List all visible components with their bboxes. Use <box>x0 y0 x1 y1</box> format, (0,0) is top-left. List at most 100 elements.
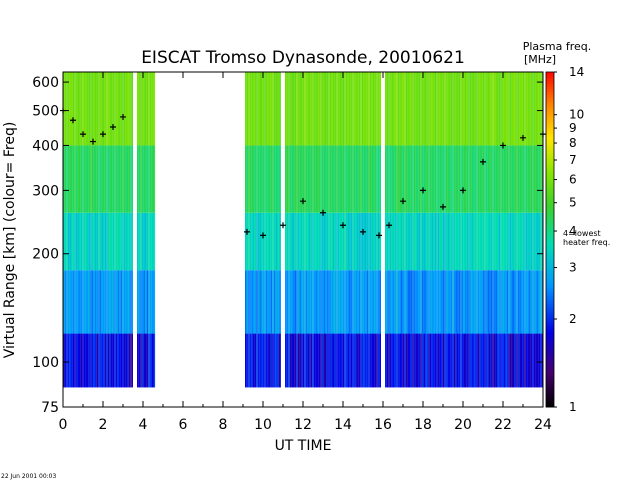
x-tick-label: 16 <box>374 417 392 433</box>
colorbar-segment <box>546 340 554 344</box>
colorbar-segment <box>546 217 554 221</box>
colorbar-segment <box>546 381 554 386</box>
trace-point <box>260 232 266 239</box>
colorbar-segment <box>546 286 554 291</box>
colorbar-segment <box>546 326 554 330</box>
colorbar-segment <box>546 334 554 338</box>
colorbar-segment <box>546 180 554 185</box>
colorbar-segment <box>546 348 554 352</box>
axes: 0 2 4 6 8 10 12 14 16 18 20 22 247510020030040050060… <box>32 71 552 433</box>
colorbar-segment <box>546 85 554 90</box>
colorbar-segment <box>546 245 554 249</box>
colorbar-segment <box>546 362 554 366</box>
colorbar-segment <box>546 116 554 120</box>
colorbar-segment <box>546 228 554 232</box>
colorbar-segment <box>546 320 554 324</box>
colorbar-segment <box>546 342 554 347</box>
colorbar-segment <box>546 219 554 224</box>
colorbar-segment <box>546 270 554 274</box>
colorbar-tick-label: 4 <box>569 224 577 238</box>
trace-point <box>340 222 346 229</box>
colorbar-segment <box>546 80 554 84</box>
y-tick-label: 400 <box>32 138 59 154</box>
colorbar-segment <box>546 267 554 271</box>
x-tick-label: 20 <box>454 417 472 433</box>
colorbar-segment <box>546 155 554 160</box>
colorbar-segment <box>546 83 554 87</box>
colorbar-segment <box>546 239 554 243</box>
colorbar-segment <box>546 298 554 302</box>
colorbar-segment <box>546 186 554 190</box>
trace-point <box>480 158 486 165</box>
colorbar-segment <box>546 175 554 179</box>
trace-point <box>300 198 306 205</box>
colorbar-segment <box>546 113 554 118</box>
colorbar-segment <box>546 370 554 374</box>
colorbar-segment <box>546 384 554 388</box>
trace-point <box>520 134 526 141</box>
colorbar-segment <box>546 309 554 313</box>
colorbar-tick-label: 3 <box>569 261 577 275</box>
y-tick-label: 500 <box>32 104 59 120</box>
x-tick-label: 14 <box>334 417 352 433</box>
trace-point <box>320 209 326 216</box>
colorbar-segment <box>546 77 554 81</box>
colorbar-segment <box>546 303 554 307</box>
coverage-block-2 <box>245 72 281 388</box>
colorbar-tick-label: 6 <box>569 173 577 187</box>
colorbar-segment <box>546 317 554 321</box>
colorbar-tick-label: 1 <box>569 400 577 414</box>
coverage-block-3 <box>285 72 381 388</box>
colorbar-segment <box>546 192 554 196</box>
colorbar-segment <box>546 141 554 146</box>
trace-point <box>70 117 76 124</box>
trace-point <box>460 187 466 194</box>
x-tick-label: 10 <box>254 417 272 433</box>
colorbar-segment <box>546 150 554 154</box>
colorbar-segment <box>546 390 554 394</box>
colorbar-tick-label: 9 <box>569 121 577 135</box>
colorbar-segment <box>546 189 554 193</box>
colorbar-segment <box>546 401 554 405</box>
colorbar-segment <box>546 133 554 137</box>
colorbar-segment <box>546 144 554 148</box>
colorbar-tick-label: 7 <box>569 153 577 167</box>
colorbar-segment <box>546 284 554 288</box>
coverage-block-1 <box>137 72 156 388</box>
colorbar-segment <box>546 250 554 254</box>
colorbar-segment <box>546 147 554 151</box>
colorbar-segment <box>546 398 554 402</box>
x-tick-label: 8 <box>219 417 228 433</box>
colorbar-segment <box>546 306 554 310</box>
plot-area <box>60 72 546 388</box>
colorbar-segment <box>546 119 554 123</box>
colorbar-segment <box>546 200 554 204</box>
colorbar-segment <box>546 376 554 380</box>
trace-point <box>420 187 426 194</box>
colorbar-segment <box>546 379 554 383</box>
trace-point <box>244 228 250 235</box>
trace-point <box>376 232 382 239</box>
colorbar-segment <box>546 88 554 93</box>
trace-point <box>500 142 506 149</box>
colorbar-segment <box>546 373 554 377</box>
colorbar-segment <box>546 206 554 210</box>
trace-point <box>440 203 446 210</box>
colorbar-segment <box>546 259 554 263</box>
y-axis-label: Virtual Range [km] (colour= Freq) <box>2 122 18 359</box>
trace-point <box>360 228 366 235</box>
colorbar-segment <box>546 323 554 327</box>
colorbar-segment <box>546 289 554 294</box>
colorbar-segment <box>546 328 554 333</box>
x-tick-label: 22 <box>494 417 512 433</box>
x-tick-label: 18 <box>414 417 432 433</box>
colorbar-segment <box>546 222 554 227</box>
colorbar-tick-label: 5 <box>569 196 577 210</box>
colorbar-segment <box>546 130 554 134</box>
colorbar-segment <box>546 122 554 126</box>
x-tick-label: 4 <box>139 417 148 433</box>
colorbar-segment <box>546 278 554 282</box>
colorbar-segment <box>546 197 554 201</box>
colorbar-segment <box>546 231 554 235</box>
